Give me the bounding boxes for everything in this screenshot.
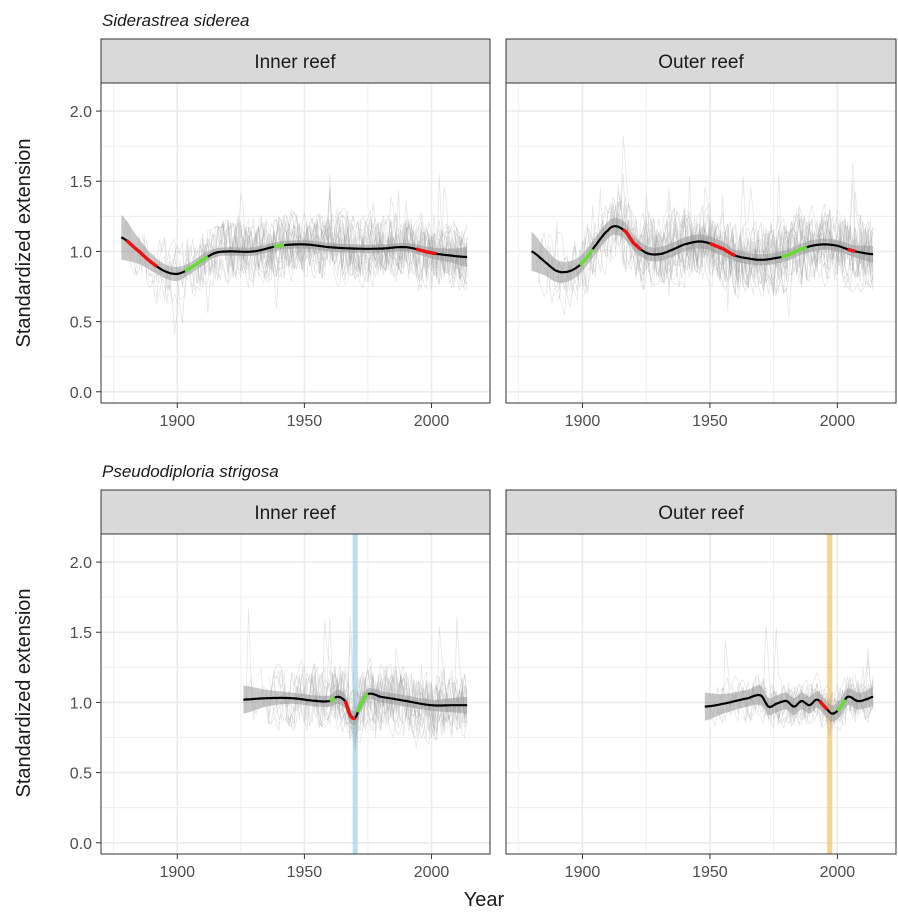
confidence-ribbon-top-inner: [121, 214, 468, 281]
panel-top-outer: Outer reef 1900 1950 2000: [505, 38, 897, 430]
raw-series-top-inner: [263, 215, 468, 290]
fit-line-top-inner: [120, 236, 468, 276]
y-axis-title-top: Standardized extension: [13, 138, 35, 347]
y-tick-label-top-inner: 0.0: [70, 385, 92, 402]
raw-series-bottom-outer: [742, 625, 874, 732]
x-tick-label-top-inner: 2000: [414, 413, 450, 430]
decrease-segment-bottom-inner-1: [343, 700, 357, 721]
raw-series-bottom-outer: [760, 673, 874, 737]
strip-top-inner: [100, 38, 491, 84]
y-tick-label-top-inner: 0.5: [70, 315, 92, 332]
increase-segment-top-outer-0: [578, 248, 595, 267]
raw-series-top-inner: [227, 187, 468, 290]
plot-area-bottom-outer: 1900 1950 2000: [505, 533, 897, 881]
raw-series-top-inner: [192, 218, 468, 293]
y-tick-label-bottom-inner: 2.0: [70, 555, 92, 572]
plot-area-top-inner: 1900 1950 2000 0.0 0.5 1.0 1.5 2.0: [70, 82, 491, 430]
strip-label-bottom-inner: Inner reef: [254, 503, 336, 524]
raw-series-bottom-inner: [270, 616, 468, 744]
x-tick-label-bottom-outer: 1950: [692, 864, 728, 881]
y-tick-label-bottom-inner: 0.5: [70, 766, 92, 783]
strip-bottom-inner: [100, 489, 491, 535]
raw-series-bottom-inner: [329, 665, 468, 745]
panel-border-bottom-inner: [100, 533, 491, 855]
strip-bottom-outer: [505, 489, 897, 535]
raw-series-top-outer: [536, 175, 874, 300]
x-tick-label-top-inner: 1950: [287, 413, 323, 430]
decrease-segment-top-inner-0: [125, 239, 158, 268]
raw-series-top-inner: [202, 213, 468, 309]
x-tick-label-top-outer: 1950: [692, 413, 728, 430]
increase-segment-top-inner-2: [273, 243, 285, 249]
x-tick-label-bottom-inner: 2000: [414, 864, 450, 881]
y-tick-label-bottom-inner: 0.0: [70, 836, 92, 853]
panel-top-inner: Inner reef 1900 1950 2000 0.0 0.5 1.0 1.5 2.0: [70, 38, 491, 430]
y-tick-label-bottom-inner: 1.0: [70, 695, 92, 712]
decrease-segment-top-outer-1: [622, 228, 643, 251]
raw-series-top-outer: [536, 204, 874, 297]
raw-series-bottom-inner: [314, 673, 468, 737]
x-axis-title: Year: [464, 889, 505, 911]
panel-bottom-inner: Inner reef 1900 1950 2000 0.0 0.5 1.0 1.5 2.0: [70, 489, 491, 881]
confidence-ribbon-bottom-inner: [243, 685, 468, 726]
y-tick-label-bottom-inner: 1.5: [70, 625, 92, 642]
strip-label-top-inner: Inner reef: [254, 52, 336, 73]
strip-label-top-outer: Outer reef: [658, 52, 744, 73]
panel-bottom-outer: Outer reef 1900 1950 2000: [505, 489, 897, 881]
raw-series-bottom-outer: [727, 676, 874, 724]
x-tick-label-bottom-outer: 2000: [820, 864, 856, 881]
increase-segment-bottom-outer-1: [836, 698, 847, 712]
event-band-bottom-outer: [827, 534, 833, 854]
y-tick-label-top-inner: 1.5: [70, 174, 92, 191]
y-tick-label-top-inner: 1.0: [70, 244, 92, 261]
raw-series-bottom-inner: [245, 608, 468, 745]
plot-area-bottom-inner: 1900 1950 2000 0.0 0.5 1.0 1.5 2.0: [70, 533, 491, 881]
x-tick-label-top-inner: 1900: [159, 413, 195, 430]
x-tick-label-bottom-outer: 1900: [565, 864, 601, 881]
raw-series-top-inner: [184, 201, 468, 289]
raw-series-top-outer: [617, 188, 874, 300]
panel-border-bottom-outer: [505, 533, 897, 855]
event-band-bottom-inner: [352, 534, 358, 854]
raw-series-bottom-inner: [319, 666, 468, 737]
x-tick-label-top-outer: 1900: [565, 413, 601, 430]
raw-series-top-outer: [615, 174, 874, 297]
decrease-segment-top-outer-4: [847, 247, 856, 253]
strip-label-bottom-outer: Outer reef: [658, 503, 744, 524]
increase-segment-bottom-inner-2: [356, 692, 369, 713]
y-tick-label-top-inner: 2.0: [70, 104, 92, 121]
raw-series-top-inner: [258, 190, 468, 284]
panel-border-top-inner: [100, 82, 491, 404]
decrease-segment-top-inner-3: [416, 247, 437, 256]
decrease-segment-bottom-outer-0: [818, 699, 829, 711]
x-tick-label-top-outer: 2000: [820, 413, 856, 430]
raw-series-bottom-inner: [304, 665, 468, 738]
x-tick-label-bottom-inner: 1900: [159, 864, 195, 881]
raw-series-top-outer: [582, 203, 874, 312]
decrease-segment-top-outer-2: [709, 241, 736, 258]
raw-series-bottom-inner: [329, 669, 468, 753]
increase-segment-top-outer-3: [781, 245, 808, 259]
raw-series-top-outer: [548, 188, 874, 293]
raw-series-bottom-inner: [286, 617, 468, 738]
y-axis-title-bottom: Standardized extension: [13, 588, 35, 797]
raw-series-top-inner: [141, 186, 468, 298]
raw-series-top-outer: [556, 182, 874, 315]
raw-series-top-outer: [579, 135, 874, 287]
raw-series-bottom-inner: [273, 657, 468, 737]
x-tick-label-bottom-inner: 1950: [287, 864, 323, 881]
species-title-bottom: Pseudodiploria strigosa: [102, 462, 279, 481]
increase-segment-bottom-inner-0: [329, 696, 336, 703]
panel-border-top-outer: [505, 82, 897, 404]
confidence-ribbon-top-outer: [531, 217, 874, 283]
species-title-top: Siderastrea siderea: [102, 11, 249, 30]
increase-segment-top-inner-1: [184, 255, 209, 273]
strip-top-outer: [505, 38, 897, 84]
raw-series-top-inner: [151, 173, 468, 324]
plot-area-top-outer: 1900 1950 2000: [505, 82, 897, 430]
